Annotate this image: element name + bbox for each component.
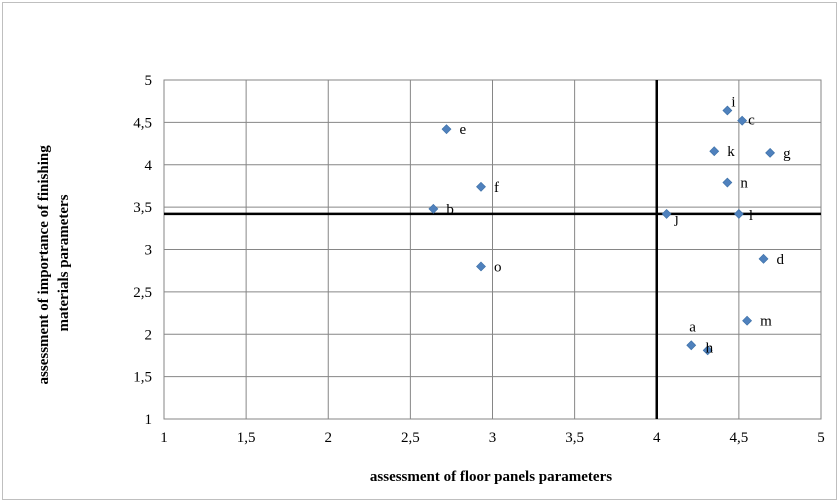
data-point-h [702, 345, 713, 356]
x-tick-label: 1 [160, 430, 168, 446]
point-label-j: j [674, 211, 679, 227]
data-point-b [428, 203, 439, 214]
data-point-c [737, 115, 748, 126]
y-tick-label: 4 [145, 158, 153, 174]
y-tick-label: 1,5 [133, 370, 152, 386]
grid [163, 79, 822, 420]
point-label-i: i [731, 95, 735, 111]
point-label-e: e [460, 122, 467, 138]
y-tick-label: 5 [145, 73, 153, 89]
data-point-g [765, 147, 776, 158]
reference-lines [164, 80, 821, 419]
y-tick-label: 3 [145, 243, 153, 259]
data-point-f [476, 181, 486, 192]
point-label-a: a [689, 319, 696, 335]
x-axis-title: assessment of floor panels parameters [370, 469, 612, 485]
x-tick-label: 1,5 [237, 430, 256, 446]
x-tick-label: 5 [817, 430, 825, 446]
data-points [428, 105, 776, 356]
y-tick-label: 2,5 [133, 285, 152, 301]
y-tick-label: 1 [145, 412, 153, 428]
data-point-m [742, 315, 753, 326]
data-point-k [709, 146, 720, 157]
x-tick-label: 3,5 [565, 430, 584, 446]
data-point-i [722, 105, 733, 116]
x-tick-label: 3 [489, 430, 497, 446]
y-tick-labels: 1 1,5 2 2,5 3 3,5 4 4,5 5 [133, 73, 152, 428]
point-label-d: d [777, 252, 785, 268]
point-label-g: g [783, 146, 791, 162]
point-label-o: o [494, 259, 502, 275]
y-tick-label: 3,5 [133, 200, 152, 216]
y-tick-label: 2 [145, 327, 153, 343]
data-point-e [441, 124, 452, 135]
point-label-b: b [446, 202, 454, 218]
point-label-l: l [749, 208, 753, 224]
point-label-h: h [706, 340, 714, 356]
x-tick-label: 4 [653, 430, 661, 446]
x-tick-label: 4,5 [730, 430, 749, 446]
data-point-j [661, 208, 672, 219]
y-axis-title-line-2: materials parameters [56, 194, 72, 331]
x-tick-label: 2 [325, 430, 333, 446]
y-axis-title-line-1: assessment of importance of finishing [36, 145, 52, 385]
y-axis-title: assessment of importance of finishing ma… [36, 142, 72, 385]
point-label-m: m [760, 314, 772, 330]
data-point-l [733, 208, 744, 219]
point-label-f: f [494, 180, 499, 196]
y-tick-label: 4,5 [133, 115, 152, 131]
data-point-n [722, 177, 733, 188]
x-tick-label: 2,5 [401, 430, 420, 446]
x-tick-labels: 1 1,5 2 2,5 3 3,5 4 4,5 5 [160, 430, 825, 446]
point-labels: a b c d e f g h i j k l m n o [446, 95, 791, 357]
data-point-a [686, 340, 697, 351]
point-label-c: c [748, 113, 755, 129]
data-point-o [476, 261, 486, 272]
point-label-k: k [727, 144, 735, 160]
point-label-n: n [740, 176, 748, 192]
data-point-d [758, 253, 769, 264]
